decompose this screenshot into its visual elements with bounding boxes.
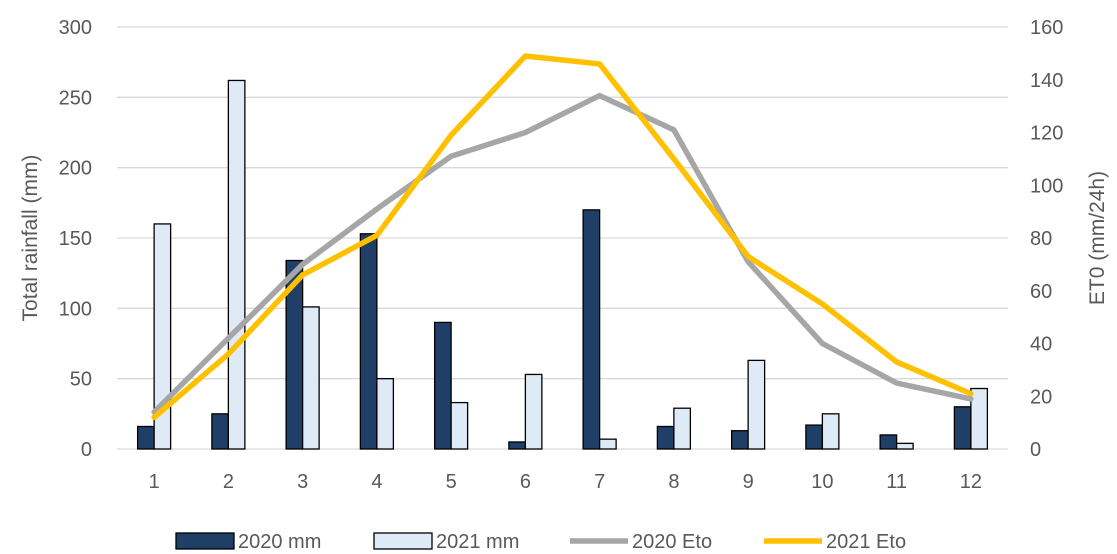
x-tick-label-3: 3: [297, 471, 308, 493]
bars: [136, 79, 989, 450]
x-tick-label-2: 2: [223, 471, 234, 493]
x-axis-ticks: 1 2 3 4 5 6 7 8 9 10 11 12: [149, 471, 982, 493]
right-axis-ticks: 0 20 40 60 80 100 120 140 160: [1030, 17, 1063, 461]
bar-2020-mm-11: [879, 434, 898, 450]
bar-2021-mm-6: [524, 373, 543, 450]
bar-2020-mm-1: [136, 425, 155, 450]
bar-2021-mm-8: [673, 407, 692, 450]
y2-tick-label-40: 40: [1030, 334, 1052, 356]
bar-2020-mm-8: [656, 425, 675, 450]
y2-tick-label-80: 80: [1030, 228, 1052, 250]
x-tick-label-9: 9: [743, 471, 754, 493]
line-2021-Eto: [151, 53, 974, 421]
bar-2020-mm-12: [953, 406, 972, 450]
bar-2021-mm-11: [895, 442, 914, 450]
x-tick-label-10: 10: [811, 471, 833, 493]
y-axis-title: Total rainfall (mm): [19, 155, 42, 322]
bar-2021-mm-5: [450, 401, 469, 450]
y-tick-label-0: 0: [81, 439, 92, 461]
y2-tick-label-60: 60: [1030, 281, 1052, 303]
y-tick-label-300: 300: [59, 17, 92, 39]
legend-swatch-2020-mm: [175, 532, 235, 550]
bar-2021-mm-2: [227, 79, 246, 450]
x-tick-label-8: 8: [668, 471, 679, 493]
bar-2021-mm-1: [153, 223, 172, 450]
y2-tick-label-20: 20: [1030, 386, 1052, 408]
bar-2020-mm-6: [508, 441, 527, 450]
y-tick-label-50: 50: [70, 369, 92, 391]
bar-2021-mm-7: [598, 438, 617, 450]
bar-2020-mm-5: [433, 321, 452, 450]
left-axis-ticks: 0 50 100 150 200 250 300: [59, 17, 92, 461]
legend-label-2020-mm: 2020 mm: [238, 531, 321, 553]
legend-label-2021-Eto: 2021 Eto: [826, 531, 906, 553]
gridlines: [117, 26, 1008, 450]
y2-tick-label-140: 140: [1030, 70, 1063, 92]
x-tick-label-11: 11: [886, 471, 907, 493]
legend-label-2021-mm: 2021 mm: [436, 531, 519, 553]
y-tick-label-200: 200: [59, 158, 92, 180]
x-tick-label-6: 6: [520, 471, 531, 493]
bar-2020-mm-4: [359, 233, 378, 450]
bar-2021-mm-4: [376, 378, 395, 450]
lines: [151, 53, 974, 421]
x-tick-label-1: 1: [149, 471, 160, 493]
x-tick-label-5: 5: [446, 471, 457, 493]
bar-2020-mm-7: [582, 209, 601, 450]
y2-tick-label-160: 160: [1030, 17, 1063, 39]
line-2020-Eto: [151, 92, 974, 415]
x-tick-label-7: 7: [594, 471, 605, 493]
y2-tick-label-100: 100: [1030, 175, 1063, 197]
legend-swatch-2021-mm: [373, 532, 433, 550]
y2-tick-label-120: 120: [1030, 123, 1063, 145]
x-tick-label-12: 12: [960, 471, 982, 493]
legend-label-2020-Eto: 2020 Eto: [632, 531, 712, 553]
bar-2020-mm-10: [805, 424, 824, 450]
bar-2020-mm-2: [211, 413, 230, 450]
bar-2021-mm-12: [970, 387, 989, 450]
bar-2021-mm-10: [821, 413, 840, 450]
x-tick-label-4: 4: [371, 471, 382, 493]
y-tick-label-250: 250: [59, 87, 92, 109]
y-tick-label-150: 150: [59, 228, 92, 250]
y2-axis-title: ET0 (mm/24h): [1086, 171, 1109, 305]
y2-tick-label-0: 0: [1030, 439, 1041, 461]
bar-2021-mm-3: [301, 306, 320, 450]
bar-2020-mm-9: [730, 430, 749, 450]
legend: 2020 mm 2021 mm 2020 Eto 2021 Eto: [175, 531, 906, 553]
y-tick-label-100: 100: [59, 298, 92, 320]
bar-2021-mm-9: [747, 359, 766, 450]
